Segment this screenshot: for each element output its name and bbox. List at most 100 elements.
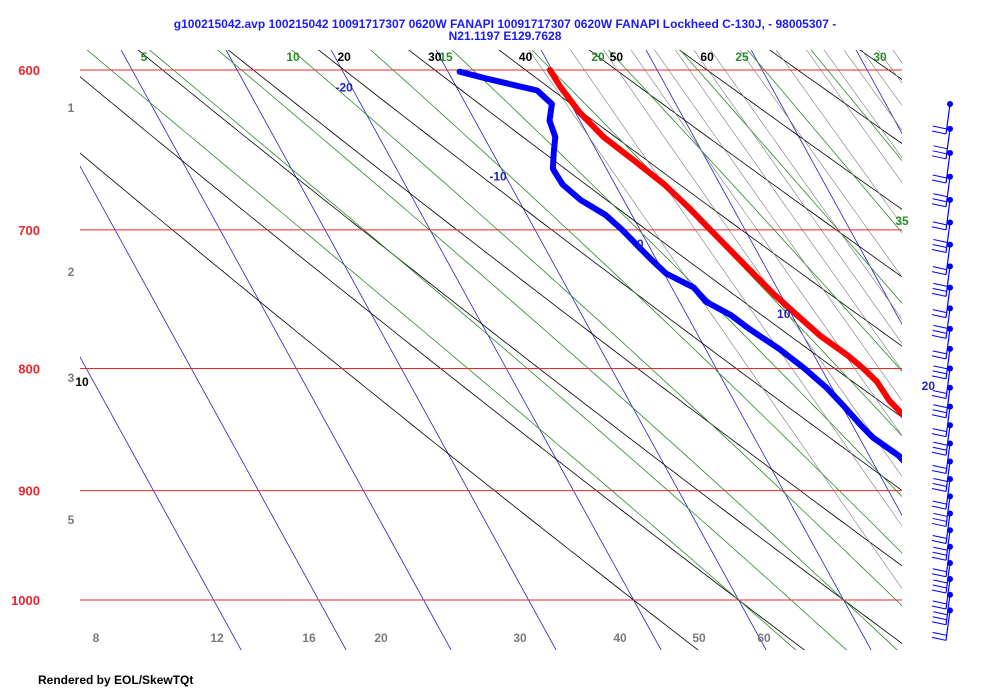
wind-barb-dot — [947, 263, 953, 270]
mixing-ratio-line — [654, 50, 902, 402]
wind-barb-flag — [932, 309, 947, 314]
mixing-ratio-label: 8 — [93, 631, 100, 645]
pressure-label: 700 — [18, 223, 40, 238]
isotherm-label: 0 — [637, 237, 644, 251]
wind-barb — [931, 219, 953, 253]
wind-barb-flag — [933, 579, 948, 584]
moist-adiabat-label: 15 — [439, 50, 453, 64]
isotherm-label: 20 — [922, 379, 936, 393]
wind-barb-flag — [932, 370, 947, 375]
dry-adiabat-line — [227, 50, 902, 567]
wind-barb-flag — [932, 428, 947, 433]
pressure-label: 600 — [18, 63, 40, 78]
chart-title-line1: g100215042.avp 100215042 10091717307 062… — [173, 17, 837, 31]
wind-barb-flag — [931, 556, 947, 561]
wind-barb — [931, 305, 953, 339]
wind-barb-flag — [931, 539, 947, 544]
wind-barb-dot — [947, 591, 953, 598]
wind-barb — [931, 384, 953, 419]
wind-barb-flag — [931, 573, 947, 578]
wind-barb — [931, 101, 953, 135]
wind-barb-flag — [931, 394, 947, 399]
isotherm-label: -20 — [336, 81, 354, 95]
wind-barb-dot — [947, 173, 953, 180]
wind-barb — [931, 125, 953, 160]
mixing-ratio-line — [739, 50, 902, 278]
wind-barb — [931, 440, 953, 475]
wind-barb-flag — [932, 198, 947, 203]
moist-adiabat-label: 10 — [286, 50, 300, 64]
moist-adiabat-line — [531, 50, 902, 437]
wind-barb-flag — [932, 568, 947, 573]
isotherm-label: -10 — [489, 169, 507, 183]
wind-barb-flag — [932, 329, 947, 334]
moist-adiabat-line — [810, 50, 902, 162]
pressure-label: 800 — [18, 361, 40, 376]
wind-barb — [931, 150, 953, 184]
isotherm-line — [120, 50, 452, 650]
wind-barb-dot — [947, 476, 953, 483]
dry-adiabat-label: 50 — [610, 50, 624, 64]
moist-adiabat-line — [148, 50, 848, 650]
dry-adiabat-line — [317, 50, 902, 492]
wind-barb-flag — [932, 125, 947, 130]
wind-barb-flag — [933, 239, 948, 243]
dry-adiabat-label: 40 — [519, 50, 533, 64]
wind-barb-flag — [932, 244, 947, 248]
wind-barb-flag — [931, 130, 947, 135]
wind-barb-flag — [933, 441, 948, 446]
wind-barb-flag — [932, 221, 947, 226]
wind-barb — [931, 196, 953, 231]
dry-adiabat-line — [859, 50, 902, 80]
wind-barb-dot — [947, 607, 953, 614]
wind-barb-flag — [932, 616, 947, 621]
wind-barb-flag — [931, 433, 947, 438]
moist-adiabat-line — [607, 50, 902, 372]
wind-barb-dot — [947, 305, 953, 312]
wind-barb-flag — [931, 355, 947, 360]
wind-barb-flag — [932, 174, 947, 179]
mixing-ratio-label: 20 — [374, 631, 388, 645]
moist-adiabat-line — [86, 50, 797, 650]
wind-barb-dot — [947, 284, 953, 291]
wind-barb — [931, 345, 953, 380]
wind-barb-flag — [932, 631, 947, 636]
wind-barb-dot — [947, 241, 953, 248]
wind-barb — [931, 263, 953, 297]
wind-barb-flag — [931, 179, 947, 184]
wind-barb — [931, 476, 953, 510]
wind-barb-flag — [931, 226, 947, 231]
pressure-label: 1000 — [11, 593, 40, 608]
wind-barb-flag — [931, 375, 947, 380]
wind-barb-dot — [947, 365, 953, 372]
wind-barb-dot — [947, 196, 953, 203]
wind-barb-dot — [947, 219, 953, 226]
mixing-ratio-label: 60 — [757, 631, 771, 645]
height-label: 1 — [68, 101, 75, 115]
mixing-ratio-label: 50 — [692, 631, 706, 645]
wind-barb-flag — [931, 314, 947, 319]
isotherm-line — [912, 0, 1000, 660]
wind-barb-flag — [933, 546, 948, 551]
dry-adiabat-line — [408, 50, 902, 418]
wind-barb-flag — [933, 512, 948, 517]
wind-barb-flag — [931, 621, 947, 626]
wind-barb — [931, 241, 953, 276]
wind-barb-flag — [932, 150, 947, 155]
height-label: 3 — [68, 371, 75, 385]
wind-barb — [931, 403, 953, 438]
mixing-ratio-line — [630, 50, 902, 437]
mixing-ratio-line — [877, 50, 902, 84]
wind-barb-dot — [947, 384, 953, 391]
wind-barb — [931, 527, 953, 561]
wind-barb-dot — [947, 543, 953, 550]
isotherm-line — [855, 50, 902, 135]
wind-barb-flag — [932, 551, 947, 556]
wind-barb — [931, 365, 953, 399]
moist-adiabat-label: 35 — [895, 214, 909, 228]
wind-barb — [931, 173, 953, 208]
wind-barb-dot — [947, 510, 953, 517]
wind-barb — [931, 458, 953, 492]
dry-adiabat-line — [769, 50, 902, 145]
wind-barb-flag — [931, 203, 947, 208]
